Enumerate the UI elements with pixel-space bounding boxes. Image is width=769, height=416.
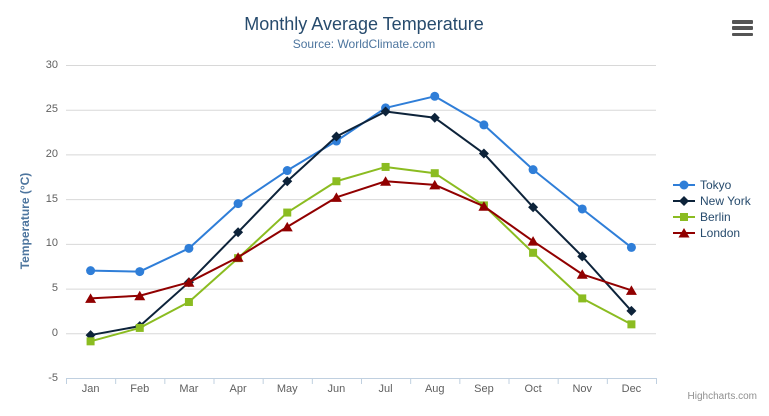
data-point-london[interactable] <box>380 176 392 186</box>
legend-label: London <box>700 226 741 240</box>
data-point-tokyo[interactable] <box>282 166 292 176</box>
y-axis-label: 15 <box>45 192 58 205</box>
data-point-new-york[interactable] <box>626 305 637 316</box>
chart-subtitle: Source: WorldClimate.com <box>292 37 436 51</box>
legend-item-london[interactable]: London <box>673 225 751 241</box>
data-point-london[interactable] <box>429 179 441 190</box>
data-point-tokyo[interactable] <box>135 267 145 277</box>
x-axis-label-sep: Sep <box>474 383 494 395</box>
x-axis-label-apr: Apr <box>229 383 247 395</box>
data-point-berlin[interactable] <box>529 248 538 257</box>
export-menu-button[interactable] <box>732 20 753 36</box>
data-point-berlin[interactable] <box>332 177 341 186</box>
y-axis-label: -5 <box>48 371 58 384</box>
data-point-new-york[interactable] <box>233 227 244 238</box>
data-point-london[interactable] <box>330 192 342 202</box>
x-axis-label-feb: Feb <box>130 383 150 395</box>
series-line-london <box>89 180 633 300</box>
series-line-tokyo <box>89 95 633 273</box>
data-point-tokyo[interactable] <box>528 165 538 175</box>
data-point-tokyo[interactable] <box>577 204 587 214</box>
data-point-london[interactable] <box>478 201 490 211</box>
data-point-berlin[interactable] <box>86 337 95 346</box>
x-axis-label-aug: Aug <box>424 383 445 395</box>
legend: Tokyo New York Berlin London <box>673 177 751 241</box>
x-axis-label-jul: Jul <box>378 383 393 395</box>
x-axis-label-dec: Dec <box>621 383 642 395</box>
data-point-berlin[interactable] <box>430 169 439 178</box>
data-point-london[interactable] <box>625 285 637 295</box>
credits-link[interactable]: Highcharts.com <box>687 391 757 402</box>
data-point-tokyo[interactable] <box>626 242 636 252</box>
legend-symbol-diamond-icon <box>673 196 695 206</box>
y-axis-label: 25 <box>45 103 58 116</box>
legend-marker <box>680 213 688 221</box>
data-point-tokyo[interactable] <box>430 91 440 101</box>
legend-marker <box>679 196 689 206</box>
data-point-new-york[interactable] <box>380 106 391 117</box>
data-point-new-york[interactable] <box>429 112 440 123</box>
legend-item-new-york[interactable]: New York <box>673 193 751 209</box>
data-point-berlin[interactable] <box>627 320 636 329</box>
data-point-berlin[interactable] <box>381 162 390 171</box>
legend-symbol-triangle-icon <box>673 228 695 238</box>
data-point-berlin[interactable] <box>135 323 144 332</box>
legend-symbol-circle-icon <box>673 180 695 190</box>
data-point-tokyo[interactable] <box>233 199 243 209</box>
x-axis-label-jun: Jun <box>327 383 346 395</box>
legend-item-berlin[interactable]: Berlin <box>673 209 751 225</box>
data-point-tokyo[interactable] <box>184 243 194 253</box>
legend-item-tokyo[interactable]: Tokyo <box>673 177 751 193</box>
data-point-new-york[interactable] <box>528 202 539 213</box>
x-axis-label-mar: Mar <box>179 383 199 395</box>
data-point-london[interactable] <box>527 236 539 246</box>
legend-symbol-square-icon <box>673 213 695 221</box>
legend-label: Berlin <box>700 210 731 224</box>
x-axis-label-nov: Nov <box>572 383 593 395</box>
data-point-berlin[interactable] <box>283 208 292 217</box>
y-axis-label: 5 <box>51 282 58 295</box>
data-point-new-york[interactable] <box>478 148 489 159</box>
data-point-london[interactable] <box>281 221 293 232</box>
data-point-berlin[interactable] <box>184 297 193 306</box>
y-axis-label: 10 <box>45 237 58 250</box>
data-point-tokyo[interactable] <box>86 266 96 276</box>
y-axis-label: 0 <box>51 326 58 339</box>
legend-label: New York <box>700 194 751 208</box>
data-point-london[interactable] <box>183 277 195 287</box>
y-axis-label: 20 <box>45 147 58 160</box>
x-axis-label-jan: Jan <box>81 383 100 395</box>
y-axis-title: Temperature (°C) <box>18 172 32 270</box>
series-line-berlin <box>89 165 633 343</box>
data-point-new-york[interactable] <box>282 176 293 187</box>
x-axis-label-may: May <box>276 383 298 395</box>
data-point-tokyo[interactable] <box>479 120 489 130</box>
chart-title: Monthly Average Temperature <box>244 14 484 34</box>
data-point-london[interactable] <box>232 252 244 262</box>
data-point-london[interactable] <box>85 293 97 303</box>
x-axis-label-oct: Oct <box>524 383 542 395</box>
data-point-london[interactable] <box>576 269 588 279</box>
data-point-berlin[interactable] <box>578 294 587 303</box>
legend-marker <box>678 228 690 238</box>
data-point-new-york[interactable] <box>577 251 588 262</box>
legend-marker <box>679 180 689 190</box>
data-point-new-york[interactable] <box>331 131 342 142</box>
series-line-new-york <box>89 110 633 337</box>
y-axis-label: 30 <box>45 58 58 71</box>
legend-label: Tokyo <box>700 178 732 192</box>
data-point-london[interactable] <box>134 290 146 301</box>
